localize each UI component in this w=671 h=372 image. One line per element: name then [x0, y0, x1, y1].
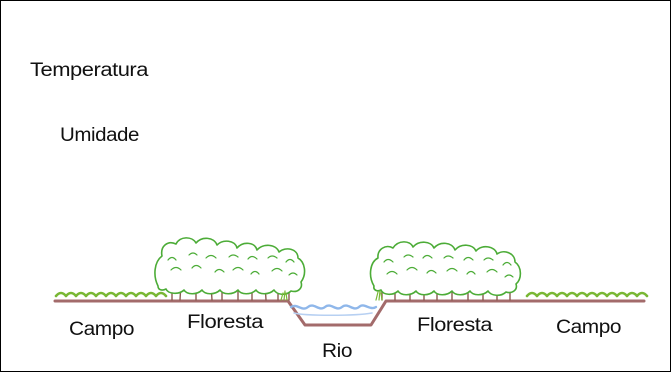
riverbank-grass	[280, 290, 383, 301]
grass-left	[54, 291, 168, 298]
river-water	[289, 304, 378, 310]
canopy-left	[154, 237, 306, 296]
humidity-curve	[56, 38, 644, 156]
labels: Temperatura Umidade Campo Floresta Rio F…	[30, 60, 621, 362]
forest-right-label: Floresta	[417, 315, 493, 336]
field-left-label: Campo	[69, 319, 134, 340]
canopy-right	[369, 241, 522, 297]
humidity-label: Umidade	[60, 125, 139, 146]
canopy-left-details	[167, 252, 298, 276]
temperature-label: Temperatura	[30, 60, 149, 81]
river-label: Rio	[322, 341, 352, 362]
forest-right	[369, 241, 522, 301]
forest-left	[154, 237, 306, 301]
field-right-label: Campo	[556, 317, 621, 338]
grass-right	[525, 291, 649, 298]
river-water-surface	[293, 312, 373, 317]
forest-left-label: Floresta	[187, 312, 264, 333]
canopy-right-details	[383, 254, 514, 278]
ground-line	[53, 299, 646, 327]
terrain	[53, 299, 646, 327]
climate-curves	[55, 38, 644, 161]
